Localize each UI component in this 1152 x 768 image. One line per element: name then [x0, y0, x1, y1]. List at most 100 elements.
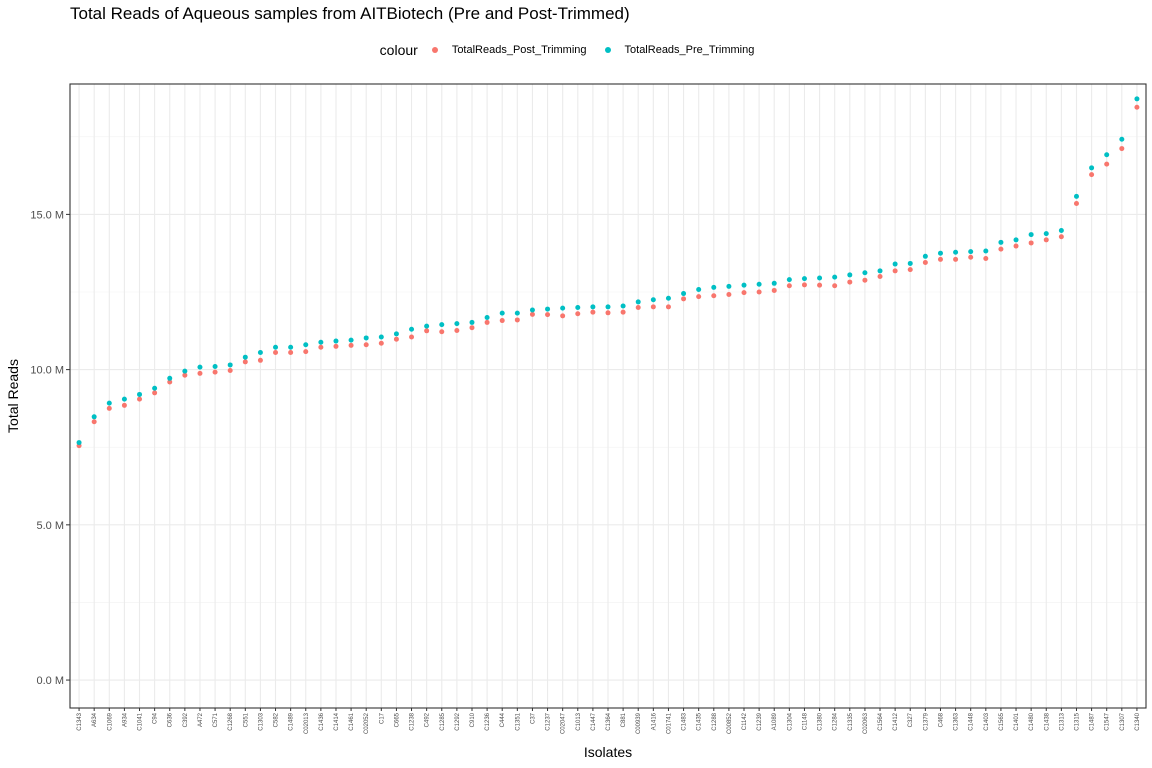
x-tick-label: C1335: [848, 712, 854, 730]
point-post-trimming: [106, 405, 112, 411]
x-tick-label: A1089: [772, 712, 778, 730]
x-tick-label: C1284: [833, 712, 839, 730]
point-post-trimming: [711, 293, 717, 299]
point-post-trimming: [817, 282, 823, 288]
chart-title: Total Reads of Aqueous samples from AITB…: [70, 4, 630, 23]
point-pre-trimming: [771, 280, 777, 286]
x-tick-label: C551: [243, 712, 249, 727]
point-pre-trimming: [998, 239, 1004, 245]
x-tick-label: C636: [168, 712, 174, 727]
x-tick-label: C01741: [666, 712, 672, 734]
point-pre-trimming: [121, 396, 127, 402]
point-pre-trimming: [424, 323, 430, 329]
point-post-trimming: [257, 357, 263, 363]
x-tick-label: C1303: [258, 712, 264, 730]
x-tick-label: C468: [938, 712, 944, 727]
x-tick-label: C1013: [576, 712, 582, 730]
legend-dot-pre: [604, 47, 611, 53]
point-pre-trimming: [590, 304, 596, 310]
point-post-trimming: [847, 279, 853, 285]
point-pre-trimming: [409, 326, 415, 332]
point-post-trimming: [1089, 172, 1095, 178]
x-tick-label: C00852: [727, 712, 733, 734]
x-tick-label: A472: [198, 712, 204, 727]
point-pre-trimming: [711, 284, 717, 290]
point-post-trimming: [212, 369, 218, 375]
point-pre-trimming: [575, 305, 581, 311]
x-tick-label: C1363: [954, 712, 960, 730]
point-post-trimming: [605, 310, 611, 316]
point-post-trimming: [726, 291, 732, 297]
point-post-trimming: [227, 368, 233, 374]
point-post-trimming: [197, 370, 203, 376]
x-tick-label: C571: [213, 712, 219, 727]
x-tick-label: C1304: [787, 712, 793, 730]
point-pre-trimming: [862, 270, 868, 276]
x-tick-label: C1547: [1105, 712, 1111, 730]
point-post-trimming: [998, 246, 1004, 252]
point-pre-trimming: [318, 339, 324, 345]
point-post-trimming: [983, 255, 989, 261]
point-post-trimming: [182, 372, 188, 378]
point-pre-trimming: [756, 281, 762, 287]
legend-label-pre: TotalReads_Pre_Trimming: [624, 44, 755, 56]
point-pre-trimming: [681, 291, 687, 297]
point-post-trimming: [907, 267, 913, 273]
point-post-trimming: [696, 294, 702, 300]
point-post-trimming: [273, 350, 279, 356]
point-pre-trimming: [182, 368, 188, 374]
x-tick-label: C1414: [334, 712, 340, 730]
x-tick-label: C1148: [802, 712, 808, 730]
point-pre-trimming: [454, 321, 460, 327]
point-post-trimming: [620, 309, 626, 315]
x-tick-label: C1268: [228, 712, 234, 730]
point-pre-trimming: [197, 364, 203, 370]
point-pre-trimming: [545, 306, 551, 312]
point-post-trimming: [167, 379, 173, 385]
point-post-trimming: [409, 334, 415, 340]
point-pre-trimming: [227, 362, 233, 368]
point-post-trimming: [877, 273, 883, 279]
point-post-trimming: [1043, 237, 1049, 243]
x-tick-label: C02047: [561, 712, 567, 734]
x-tick-label: C1236: [485, 712, 491, 730]
x-tick-label: C94: [153, 712, 159, 724]
x-tick-label: C02063: [863, 712, 869, 734]
point-pre-trimming: [968, 249, 974, 255]
x-tick-label: C1292: [455, 712, 461, 730]
point-pre-trimming: [378, 334, 384, 340]
x-tick-label: C1237: [546, 712, 552, 730]
point-pre-trimming: [484, 314, 490, 320]
point-post-trimming: [288, 350, 294, 356]
x-tick-label: C1307: [1120, 712, 1126, 730]
x-tick-label: C444: [500, 712, 506, 727]
point-post-trimming: [1013, 243, 1019, 249]
point-pre-trimming: [983, 248, 989, 254]
point-post-trimming: [1058, 234, 1064, 240]
point-pre-trimming: [726, 283, 732, 289]
point-pre-trimming: [892, 261, 898, 267]
point-pre-trimming: [1104, 152, 1110, 158]
x-tick-label: C327: [908, 712, 914, 727]
point-post-trimming: [137, 396, 143, 402]
x-tick-label: C910: [470, 712, 476, 727]
x-tick-label: C1364: [606, 712, 612, 730]
point-pre-trimming: [499, 310, 505, 316]
x-tick-label: C1565: [999, 712, 1005, 730]
point-pre-trimming: [152, 385, 158, 391]
point-post-trimming: [650, 304, 656, 310]
point-pre-trimming: [937, 250, 943, 256]
y-tick-label: 10.0 M: [30, 365, 64, 377]
point-pre-trimming: [635, 299, 641, 305]
x-tick-label: C00939: [636, 712, 642, 734]
legend-label-post: TotalReads_Post_Trimming: [451, 44, 587, 56]
point-pre-trimming: [439, 322, 445, 328]
x-tick-label: C1489: [289, 712, 295, 730]
point-pre-trimming: [348, 337, 354, 343]
point-post-trimming: [303, 349, 309, 355]
point-pre-trimming: [363, 335, 369, 341]
x-tick-label: C392: [183, 712, 189, 727]
point-pre-trimming: [801, 276, 807, 282]
legend-item-pre: TotalReads_Pre_Trimming: [604, 44, 755, 56]
